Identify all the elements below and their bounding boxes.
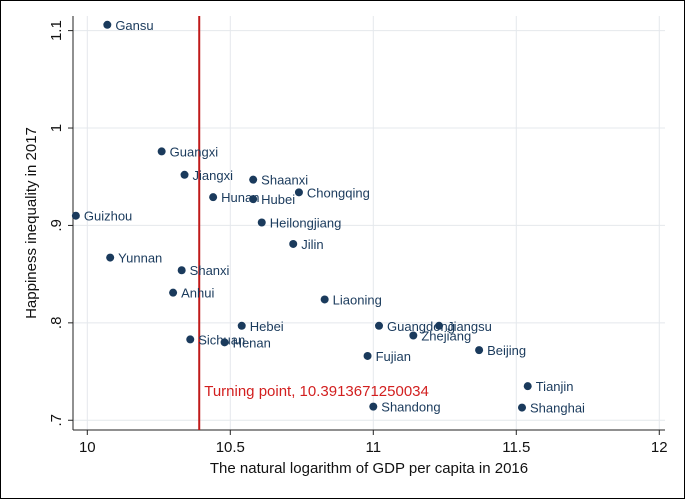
data-point-label: Guangxi	[170, 144, 219, 159]
data-point-label: Hebei	[250, 319, 284, 334]
x-tick-label: 11	[366, 439, 382, 456]
data-point-label: Yunnan	[118, 251, 162, 266]
data-point-label: Hunan	[221, 190, 259, 205]
x-tick-label: 12	[651, 439, 668, 456]
y-tick-label: 1	[48, 124, 65, 132]
data-point-marker	[237, 321, 246, 330]
data-point-marker	[435, 321, 444, 330]
data-point-marker	[369, 402, 378, 411]
data-point-marker	[409, 331, 418, 340]
y-tick-label: .9	[48, 219, 65, 232]
data-point-label: Shaanxi	[261, 173, 308, 188]
turning-point-group: Turning point, 10.3913671250034	[198, 16, 429, 430]
data-point-label: Liaoning	[333, 292, 382, 307]
y-tick-label: .7	[48, 414, 65, 427]
data-point-marker	[294, 188, 303, 197]
data-point-marker	[106, 253, 115, 262]
data-point-marker	[71, 211, 80, 220]
data-point-marker	[375, 321, 384, 330]
data-point-label: Shanxi	[190, 263, 230, 278]
data-point-label: Tianjin	[536, 379, 574, 394]
data-point-marker	[169, 288, 178, 297]
data-point-marker	[157, 147, 166, 156]
data-point-label: Fujian	[376, 349, 411, 364]
data-point-label: Zhejiang	[421, 329, 471, 344]
data-point-label: Heilongjiang	[270, 216, 342, 231]
data-point-marker	[257, 218, 266, 227]
x-tick-label: 11.5	[502, 439, 530, 456]
data-point-label: Guizhou	[84, 209, 132, 224]
data-point-marker	[518, 403, 527, 412]
data-point-label: Shandong	[381, 400, 440, 415]
data-point-marker	[186, 335, 195, 344]
data-point-marker	[209, 193, 218, 202]
data-point-label: Hubei	[261, 192, 295, 207]
data-point-label: Gansu	[115, 18, 153, 33]
data-point-marker	[177, 266, 186, 275]
data-point-label: Jiangsu	[447, 319, 492, 334]
data-point-label: Anhui	[181, 286, 214, 301]
turning-point-label: Turning point, 10.3913671250034	[204, 383, 429, 400]
data-point-label: Jilin	[301, 237, 323, 252]
data-point-marker	[523, 382, 532, 391]
y-tick-label: .8	[48, 317, 65, 330]
data-point-marker	[475, 346, 484, 355]
data-point-marker	[249, 195, 258, 204]
data-point-marker	[249, 175, 258, 184]
plot-area	[73, 16, 665, 430]
data-point-label: Shanghai	[530, 401, 585, 416]
data-point-marker	[289, 239, 298, 248]
grid-lines	[73, 16, 665, 430]
data-point-marker	[180, 170, 189, 179]
y-axis-title: Happiness inequality in 2017	[23, 127, 40, 319]
data-point-marker	[363, 351, 372, 360]
data-point-marker	[220, 338, 229, 347]
data-point-marker	[103, 20, 112, 29]
y-tick-label: 1.1	[48, 20, 65, 41]
x-axis-title: The natural logarithm of GDP per capita …	[210, 460, 528, 477]
x-tick-label: 10.5	[216, 439, 245, 456]
data-point-label: Chongqing	[307, 185, 370, 200]
x-tick-label: 10	[79, 439, 96, 456]
data-point-marker	[320, 295, 329, 304]
data-point-label: Beijing	[487, 343, 526, 358]
data-point-label: Henan	[233, 335, 271, 350]
data-point-label: Jiangxi	[193, 168, 234, 183]
axis-ticks: .7 .8 .9 1 1.1 10 10.5 11 11.5 12	[48, 20, 668, 456]
